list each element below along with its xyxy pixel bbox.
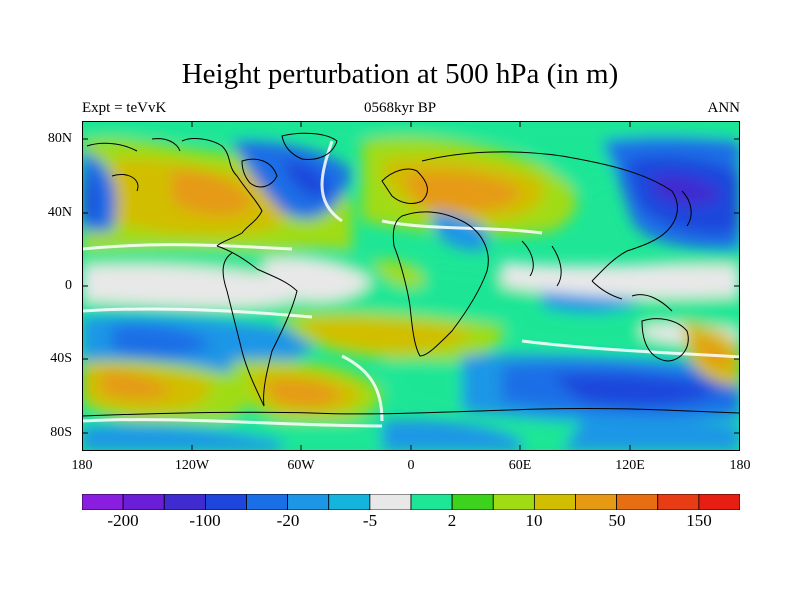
time-label: 0568kyr BP [363, 100, 437, 116]
season-label: ANN [707, 100, 741, 116]
colorbar-label-minus100: -100 [189, 511, 221, 530]
y-tick-80s: 80S [50, 425, 72, 440]
y-tick-40s: 40S [50, 351, 72, 366]
colorbar-label-minus20: -20 [276, 511, 300, 530]
colorbar-box [657, 494, 700, 510]
colorbar-box [328, 494, 371, 510]
x-tick-180e: 180 [729, 458, 751, 473]
colorbar-box [287, 494, 330, 510]
map-plot-area [82, 121, 740, 451]
x-tick-120e: 120E [615, 458, 645, 473]
colorbar-label-2: 2 [447, 511, 457, 530]
colorbar-box [204, 494, 247, 510]
colorbar-box [451, 494, 494, 510]
colorbar-box [492, 494, 535, 510]
y-tick-40n: 40N [47, 205, 72, 220]
x-tick-0: 0 [407, 458, 415, 473]
colorbar-label-150: 150 [686, 511, 712, 530]
colorbar-box [410, 494, 453, 510]
colorbar [82, 494, 740, 510]
y-tick-80n: 80N [47, 131, 72, 146]
plot-title: Height perturbation at 500 hPa (in m) [181, 58, 619, 90]
colorbar-box [82, 494, 124, 510]
x-tick-60w: 60W [287, 458, 315, 473]
height-perturbation-map [82, 121, 740, 451]
colorbar-box [163, 494, 206, 510]
y-tick-0: 0 [65, 278, 72, 293]
colorbar-box [698, 494, 740, 510]
colorbar-box [533, 494, 576, 510]
x-tick-180w: 180 [71, 458, 93, 473]
colorbar-box [369, 494, 412, 510]
colorbar-box [575, 494, 618, 510]
coastlines [82, 132, 740, 417]
experiment-label: Expt = teVvK [82, 100, 167, 116]
colorbar-box [246, 494, 289, 510]
axis-ticks [82, 121, 740, 451]
colorbar-box [122, 494, 165, 510]
colorbar-box [616, 494, 659, 510]
colorbar-label-50: 50 [608, 511, 626, 530]
colorbar-label-minus5: -5 [362, 511, 378, 530]
colorbar-label-10: 10 [525, 511, 543, 530]
contour-field [82, 121, 740, 451]
x-tick-60e: 60E [508, 458, 532, 473]
x-tick-120w: 120W [174, 458, 210, 473]
colorbar-label-minus200: -200 [107, 511, 139, 530]
